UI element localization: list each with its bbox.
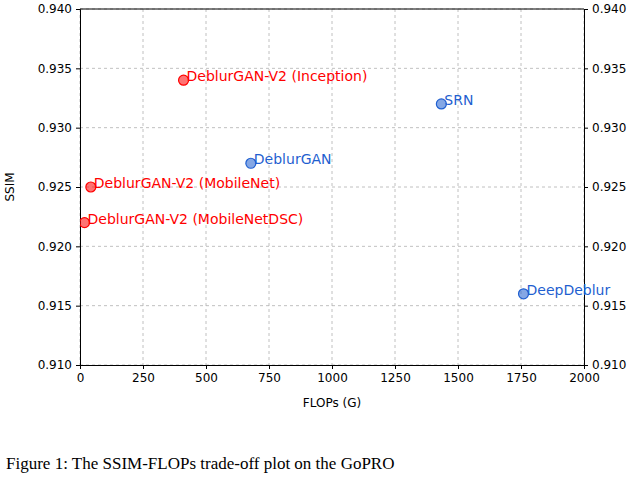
- tick-mark: [76, 187, 80, 188]
- tick-label: 0.930: [38, 121, 72, 135]
- tick-label: 0: [77, 371, 85, 385]
- annotation: SRN: [444, 92, 473, 108]
- chart: 0250500750100012501500175020000.9100.915…: [0, 0, 640, 479]
- x-axis: 0 250 500 750 1000 1250 1500 1750 2000: [77, 365, 600, 385]
- tick-mark: [395, 365, 396, 369]
- tick: 0.930: [38, 121, 80, 135]
- tick-label: 0.930: [592, 121, 626, 135]
- annotation: DeblurGAN-V2 (Inception): [187, 68, 368, 84]
- tick-mark: [76, 306, 80, 307]
- tick-mark: [76, 68, 80, 69]
- frame-top: [80, 9, 584, 10]
- tick: 1000: [317, 365, 348, 385]
- annotation: DeblurGAN-V2 (MobileNet): [94, 175, 280, 191]
- tick: 0: [77, 365, 85, 385]
- tick: 0.940: [38, 2, 80, 16]
- tick-mark: [584, 187, 588, 188]
- tick-mark: [584, 128, 588, 129]
- tick-mark: [76, 128, 80, 129]
- tick-mark: [76, 9, 80, 10]
- tick: 0.910: [584, 358, 626, 372]
- tick-label: 0.935: [592, 62, 626, 76]
- tick: 750: [258, 365, 281, 385]
- tick-mark: [584, 68, 588, 69]
- tick-mark: [269, 365, 270, 369]
- y2-axis: 0.910 0.915 0.920 0.925 0.930 0.935 0.940: [584, 2, 626, 372]
- tick-label: 0.925: [38, 180, 72, 194]
- tick-label: 500: [195, 371, 218, 385]
- annotation: DeblurGAN-V2 (MobileNetDSC): [88, 211, 304, 227]
- tick-label: 250: [132, 371, 155, 385]
- grid: [80, 9, 584, 365]
- tick: 0.920: [38, 240, 80, 254]
- tick-label: 0.925: [592, 180, 626, 194]
- tick: 0.935: [584, 62, 626, 76]
- tick: 500: [195, 365, 218, 385]
- tick-label: 0.920: [592, 240, 626, 254]
- tick-mark: [584, 246, 588, 247]
- plot: 0250500750100012501500175020000.9100.915…: [38, 2, 627, 384]
- annotations: DeblurGAN-V2 (Inception) DeblurGAN-V2 (Mo…: [88, 68, 611, 298]
- tick-label: 750: [258, 371, 281, 385]
- tick: 1500: [443, 365, 474, 385]
- tick: 1750: [506, 365, 537, 385]
- x-axis-title: FLOPs (G): [303, 396, 361, 410]
- axis-line: [585, 10, 589, 366]
- tick: 0.935: [38, 62, 80, 76]
- tick: 0.925: [584, 180, 626, 194]
- tick: 0.915: [38, 299, 80, 313]
- annotation: DeblurGAN: [254, 151, 332, 167]
- tick-label: 0.940: [38, 2, 72, 16]
- tick-label: 0.915: [592, 299, 626, 313]
- tick-label: 1250: [380, 371, 411, 385]
- grid-line-y: [80, 9, 584, 10]
- tick-label: 0.910: [38, 358, 72, 372]
- tick: 0.915: [584, 299, 626, 313]
- tick: 0.940: [584, 2, 626, 16]
- tick-mark: [76, 365, 80, 366]
- tick: 0.910: [38, 358, 80, 372]
- tick-mark: [584, 9, 588, 10]
- tick-label: 0.935: [38, 62, 72, 76]
- tick: 1250: [380, 365, 411, 385]
- tick-label: 1500: [443, 371, 474, 385]
- tick-mark: [458, 365, 459, 369]
- tick: 0.930: [584, 121, 626, 135]
- y-axis: 0.910 0.915 0.920 0.925 0.930 0.935 0.940: [38, 2, 81, 372]
- tick-label: 2000: [569, 371, 600, 385]
- axis-line: [81, 366, 585, 370]
- y-axis-title: SSIM: [3, 172, 17, 201]
- tick-mark: [143, 365, 144, 369]
- tick-label: 1000: [317, 371, 348, 385]
- tick-mark: [584, 306, 588, 307]
- grid-line-y: [80, 305, 584, 306]
- tick-label: 0.910: [592, 358, 626, 372]
- tick: 0.920: [584, 240, 626, 254]
- axis-line: [76, 10, 81, 366]
- tick-label: 0.915: [38, 299, 72, 313]
- points: [80, 75, 529, 299]
- tick-label: 0.920: [38, 240, 72, 254]
- caption: Figure 1: The SSIM-FLOPs trade-off plot …: [6, 454, 394, 473]
- tick-mark: [206, 365, 207, 369]
- tick-mark: [76, 246, 80, 247]
- tick-label: 1750: [506, 371, 537, 385]
- tick: 250: [132, 365, 155, 385]
- grid-line-y: [80, 246, 584, 247]
- tick: 0.925: [38, 180, 80, 194]
- annotation: DeepDeblur: [527, 282, 611, 298]
- tick-mark: [584, 365, 588, 366]
- tick-label: 0.940: [592, 2, 626, 16]
- tick-mark: [521, 365, 522, 369]
- tick-mark: [332, 365, 333, 369]
- grid-line-y: [80, 127, 584, 128]
